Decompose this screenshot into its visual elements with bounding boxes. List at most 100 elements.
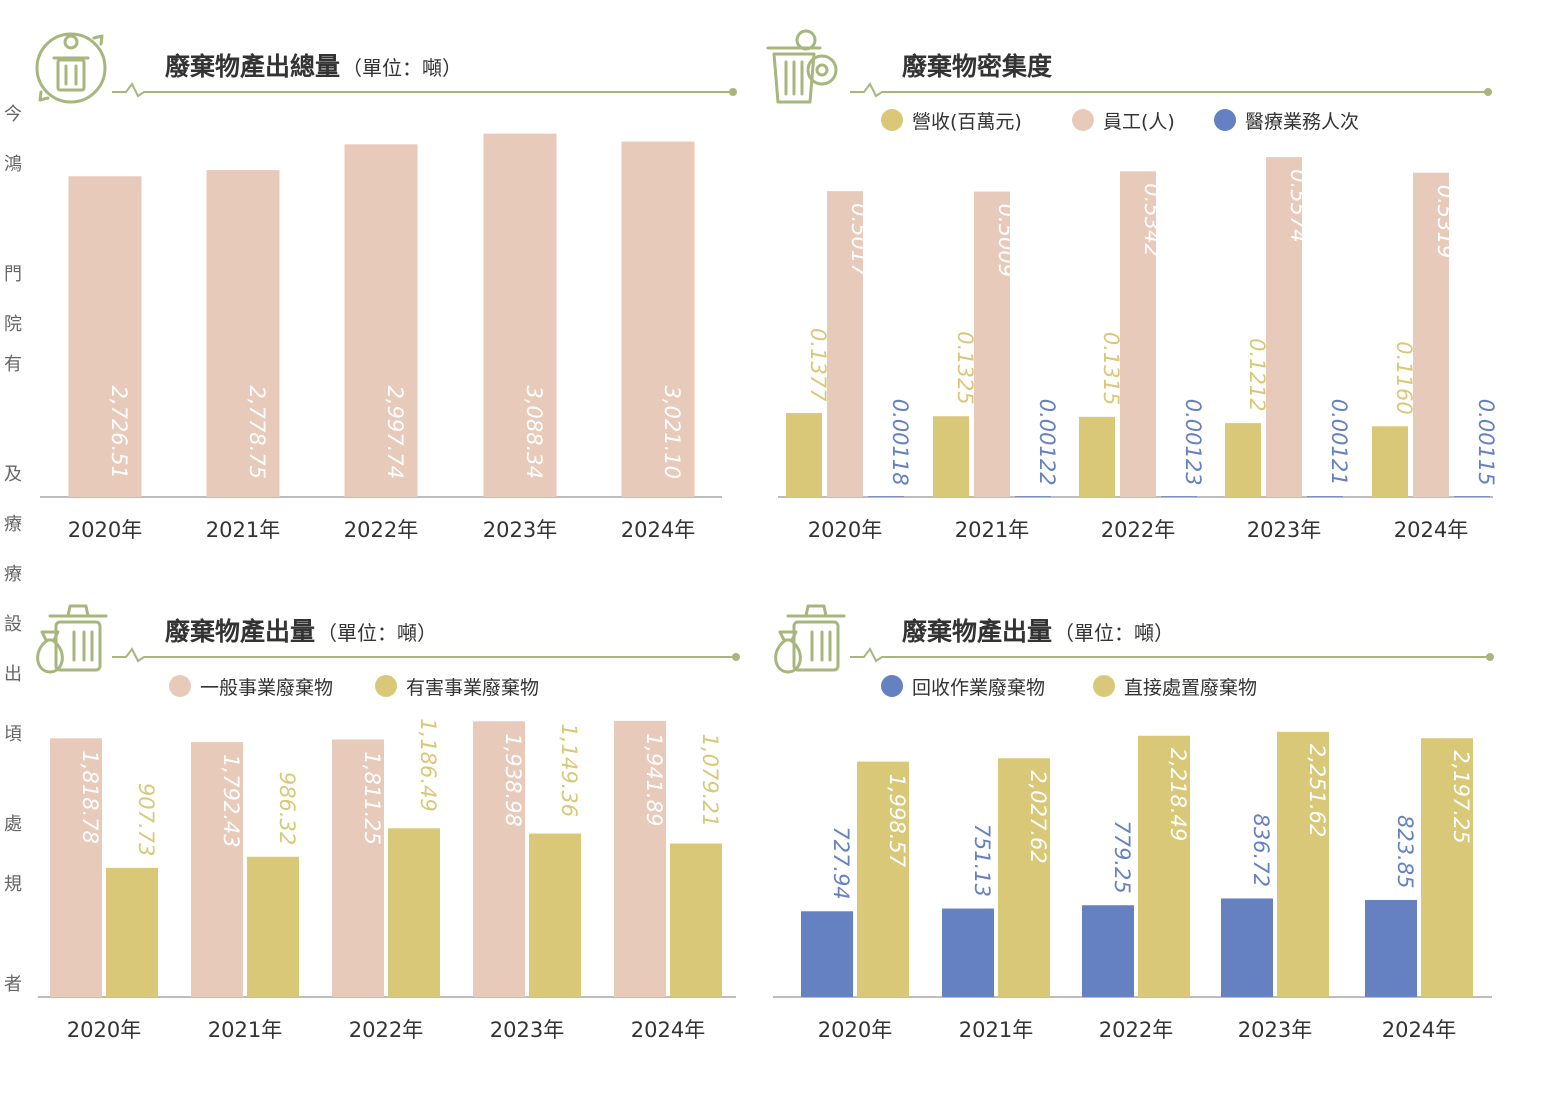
bar [473,721,525,997]
legend-label: 有害事業廢棄物 [406,677,539,699]
side-text-char: 療 [4,564,22,585]
bar [1225,423,1261,497]
x-tick-label: 2023年 [1247,518,1321,542]
bar-value-label: 0.1325 [953,331,977,404]
bar [998,758,1050,997]
bar [1365,899,1417,997]
chart-title: 廢棄物產出量 [165,617,315,646]
bar [857,761,909,997]
side-text-char: 規 [4,874,22,895]
title-divider-line [850,82,1488,98]
legend-swatch [169,675,191,697]
legend-label: 營收(百萬元) [912,111,1022,133]
bar [247,856,299,997]
legend-label: 直接處置廢棄物 [1124,677,1257,699]
bar [1015,496,1051,497]
divider-end-dot [1484,88,1492,96]
trash-can-icon [772,52,816,104]
bar-value-label: 0.00123 [1181,399,1205,486]
bar-value-label: 0.1315 [1099,332,1123,405]
trash-can-icon [792,620,840,672]
side-text-char: 設 [4,614,22,635]
bar [1454,496,1490,497]
bar [801,911,853,997]
bar-value-label: 1,149.36 [557,724,581,818]
x-tick-label: 2020年 [68,518,142,542]
bar-value-label: 2,218.49 [1166,748,1190,842]
bar-value-label: 2,997.74 [383,385,407,479]
bar-value-label: 2,027.62 [1026,770,1050,864]
bar [1266,157,1302,497]
x-tick-label: 2024年 [1394,518,1468,542]
legend-swatch [1214,109,1236,131]
x-tick-label: 2021年 [959,1018,1033,1042]
bar [621,141,695,497]
bar-value-label: 0.5574 [1286,169,1310,242]
title-divider-line [850,647,1490,663]
bar-value-label: 1,818.78 [78,750,102,844]
chart-panel-3: 廢棄物產出量 （單位：噸） 一般事業廢棄物 有害事業廢棄物 1,818.78 907.73… [36,604,740,1042]
bar-value-label: 0.1377 [806,328,830,402]
bar [1307,496,1343,497]
bar-value-label: 1,792.43 [219,754,243,848]
x-tick-label: 2021年 [208,1018,282,1042]
bar [1277,731,1329,997]
side-text-char: 處 [4,814,22,835]
bar-value-label: 0.00121 [1327,399,1351,486]
legend-swatch [881,109,903,131]
bar-value-label: 727.94 [829,826,853,899]
x-tick-label: 2024年 [621,518,695,542]
x-tick-label: 2024年 [631,1018,705,1042]
bar [332,739,384,997]
side-text-char: 者 [4,974,22,995]
bar [1221,898,1273,997]
chart-unit: （單位：噸） [317,621,437,645]
bar [483,133,557,497]
bar-value-label: 779.25 [1110,820,1134,893]
divider-end-dot [1486,653,1494,661]
title-divider-line [112,647,736,663]
bar-value-label: 1,186.49 [416,718,440,812]
gear-icon [63,34,79,50]
chart-panel-4: 廢棄物產出量 （單位：噸） 回收作業廢棄物 直接處置廢棄物 727.94 1,998.57… [773,604,1494,1042]
x-tick-label: 2022年 [349,1018,423,1042]
chart-unit: （單位：噸） [342,56,462,80]
bar [868,496,904,497]
bar [942,908,994,997]
bar-value-label: 2,778.75 [245,385,269,479]
bar [1082,905,1134,997]
x-tick-label: 2020年 [808,518,882,542]
gear-icon [795,29,817,51]
chart-unit: （單位：噸） [1054,621,1174,645]
x-tick-label: 2024年 [1382,1018,1456,1042]
bar-value-label: 1,941.89 [642,733,666,827]
trash-can-icon [56,58,86,92]
chart-panel-1: 廢棄物產出總量 （單位：噸） 2,726.51 2020年 2,778.75 2021年 2… [35,32,737,542]
bar-value-label: 1,811.25 [360,751,384,845]
legend-swatch [1072,109,1094,131]
bar [106,867,158,997]
bar [68,176,142,497]
legend-label: 員工(人) [1103,111,1175,133]
bar-value-label: 2,197.25 [1449,750,1473,844]
bar-value-label: 0.1160 [1392,341,1416,414]
side-text-char: 及 [4,464,22,485]
bar-value-label: 823.85 [1393,815,1417,888]
bar [1079,416,1115,497]
legend-swatch [1093,675,1115,697]
bar [1161,496,1197,497]
bar-value-label: 3,088.34 [522,385,546,479]
bar-value-label: 0.5009 [994,204,1018,277]
bar-value-label: 2,251.62 [1305,744,1329,838]
recycle-arrow-icon [92,34,104,46]
legend-swatch [375,675,397,697]
x-tick-label: 2020年 [818,1018,892,1042]
bar [1120,171,1156,498]
side-text-char: 門 [4,264,22,285]
bar [388,828,440,997]
x-tick-label: 2023年 [490,1018,564,1042]
bar-value-label: 0.00115 [1474,399,1498,486]
x-tick-label: 2022年 [1101,518,1175,542]
